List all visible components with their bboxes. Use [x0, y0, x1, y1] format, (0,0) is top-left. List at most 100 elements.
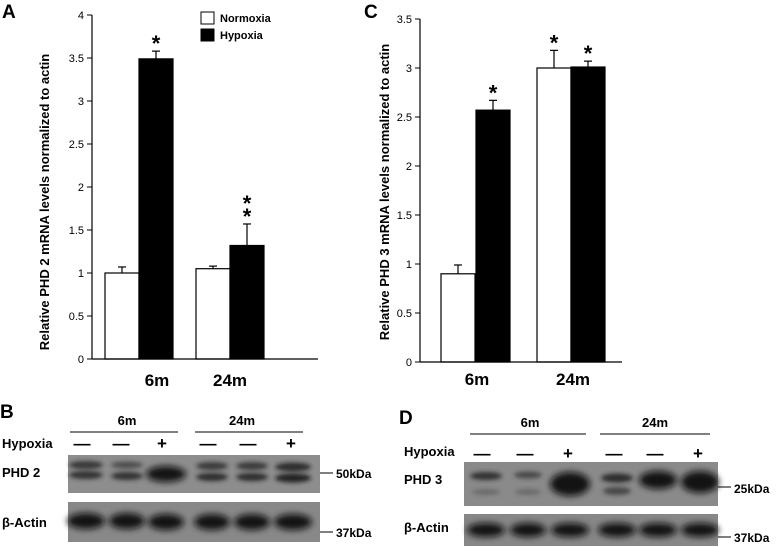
blot-band: [639, 471, 677, 489]
panel-d-hypoxia-signs: — — + — — +: [474, 444, 704, 463]
bar-hypoxia-6m: [475, 109, 511, 363]
blot-band: [109, 513, 145, 529]
panel-d-letter: D: [399, 408, 413, 429]
panel-a-letter: A: [2, 2, 16, 23]
panel-b-group-24m: 24m: [229, 413, 255, 428]
blot-band: [148, 514, 184, 530]
hypoxia-minus-sign: —: [74, 434, 91, 453]
panel-c-y-ticks: 0 0.5 1 1.5 2 2.5 3 3.5: [397, 14, 420, 369]
panel-b-phd2-membrane: [68, 455, 320, 493]
panel-c-category-6m: 6m: [465, 370, 490, 389]
blot-band: [515, 489, 541, 495]
blot-band: [146, 466, 186, 482]
panel-d-phd3-bands: [470, 471, 719, 496]
panel-b-western-blot: B 6m 24m Hypoxia — — + — — + PHD 2 50kDa β-Ac…: [0, 402, 372, 542]
hypoxia-minus-sign: —: [200, 434, 217, 453]
y-tick-label: 1: [78, 268, 84, 280]
y-tick-label: 0.5: [397, 308, 412, 320]
y-tick-label: 1: [406, 259, 412, 271]
blot-band: [194, 514, 230, 530]
panel-d-marker-25kda: 25kDa: [734, 482, 770, 496]
y-tick-label: 3: [78, 96, 84, 108]
blot-band: [514, 471, 542, 479]
y-tick-label: 2: [78, 182, 84, 194]
panel-c-chart: C Relative PHD 3 mRNA levels normalized …: [364, 2, 622, 389]
y-tick-label: 0: [78, 354, 84, 366]
y-tick-label: 3.5: [397, 14, 412, 26]
panel-c-y-axis-label: Relative PHD 3 mRNA levels normalized to…: [377, 44, 392, 341]
panel-d-marker-37kda: 37kDa: [734, 531, 770, 545]
blot-band: [550, 472, 590, 496]
significance-star: *: [550, 30, 559, 55]
blot-band: [234, 514, 270, 530]
bar-hypoxia-6m: [138, 58, 174, 360]
hypoxia-minus-sign: —: [113, 434, 130, 453]
panel-b-phd2-bands: [69, 461, 311, 483]
significance-star: *: [489, 80, 498, 105]
y-tick-label: 3.5: [69, 53, 84, 65]
blot-band: [639, 523, 677, 537]
hypoxia-minus-sign: —: [240, 434, 257, 453]
panel-b-marker-50kda: 50kDa: [336, 467, 372, 481]
bar-hypoxia-24m: [570, 66, 606, 363]
hypoxia-minus-sign: —: [517, 444, 534, 463]
panel-d-phd3-label: PHD 3: [404, 472, 442, 487]
panel-d-hypoxia-label: Hypoxia: [404, 444, 455, 459]
blot-band: [275, 462, 311, 472]
blot-band: [196, 462, 228, 470]
blot-band: [551, 523, 589, 537]
panel-b-marker-37kda: 37kDa: [336, 526, 372, 540]
y-tick-label: 4: [78, 10, 84, 22]
hypoxia-plus-sign: +: [286, 434, 296, 453]
panel-a-chart: A Relative PHD 2 mRNA levels normalized …: [2, 2, 318, 390]
significance-star: *: [584, 41, 593, 66]
blot-band: [467, 523, 505, 537]
panel-d-phd3-membrane: [464, 462, 718, 506]
panel-b-letter: B: [0, 402, 14, 423]
panel-c-letter: C: [364, 2, 378, 23]
bar-normoxia-24m: [536, 67, 572, 363]
significance-star: *: [152, 31, 161, 56]
blot-band: [472, 489, 500, 495]
legend-normoxia-label: Normoxia: [220, 13, 272, 25]
significance-star: *: [243, 204, 252, 229]
bar-normoxia-6m: [104, 272, 140, 360]
blot-band: [69, 461, 103, 469]
blot-band: [601, 473, 633, 483]
y-tick-label: 2: [406, 161, 412, 173]
y-tick-label: 3: [406, 63, 412, 75]
panel-a-category-6m: 6m: [145, 371, 170, 390]
bar-normoxia-6m: [440, 273, 476, 363]
legend: Normoxia Hypoxia: [200, 11, 272, 42]
blot-band: [681, 523, 719, 537]
y-tick-label: 2.5: [69, 139, 84, 151]
blot-band: [274, 514, 312, 530]
panel-d-group-6m: 6m: [521, 415, 540, 430]
y-tick-label: 1.5: [397, 210, 412, 222]
blot-band: [598, 523, 636, 537]
blot-band: [67, 513, 105, 529]
hypoxia-plus-sign: +: [157, 434, 167, 453]
panel-d-actin-label: β-Actin: [404, 520, 449, 535]
y-tick-label: 0.5: [69, 311, 84, 323]
hypoxia-minus-sign: —: [606, 444, 623, 463]
panel-a-y-axis-label: Relative PHD 2 mRNA levels normalized to…: [37, 54, 52, 351]
legend-hypoxia-swatch: [200, 28, 215, 42]
panel-b-hypoxia-signs: — — + — — +: [74, 434, 297, 453]
panel-b-actin-bands: [67, 513, 312, 530]
bar-normoxia-24m: [195, 268, 231, 360]
bar-hypoxia-24m: [229, 244, 265, 360]
panel-d-group-24m: 24m: [642, 415, 668, 430]
blot-band: [603, 487, 631, 495]
panel-c-bars: * * *: [440, 30, 606, 363]
blot-band: [111, 472, 143, 480]
y-tick-label: 2.5: [397, 112, 412, 124]
panel-a-category-24m: 24m: [213, 371, 247, 390]
panel-b-actin-label: β-Actin: [2, 515, 47, 530]
panel-a-y-ticks: 0 0.5 1 1.5 2 2.5 3 3.5 4: [69, 10, 92, 366]
blot-band: [470, 472, 502, 480]
hypoxia-plus-sign: +: [693, 444, 703, 463]
hypoxia-plus-sign: +: [563, 444, 573, 463]
panel-d-western-blot: D 6m 24m Hypoxia — — + — — + PHD 3 25kDa β-Ac…: [399, 408, 770, 546]
panel-b-group-6m: 6m: [118, 413, 137, 428]
